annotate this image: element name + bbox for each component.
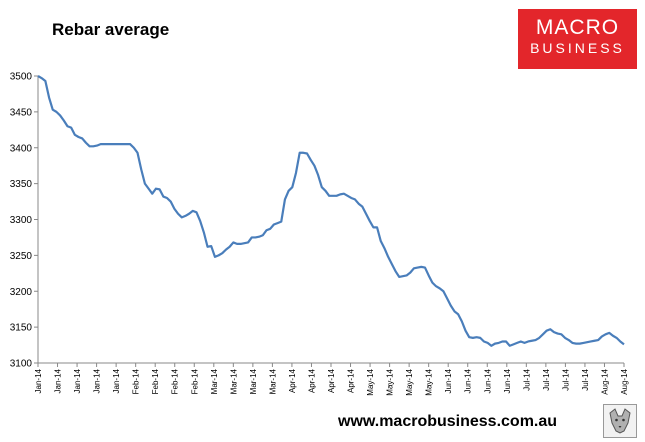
- x-tick-label: May-14: [366, 368, 375, 395]
- x-tick-label: Jun-14: [444, 368, 453, 393]
- y-tick-label: 3450: [10, 107, 33, 118]
- y-tick-label: 3250: [10, 251, 33, 262]
- x-tick-label: Jan-14: [93, 368, 102, 393]
- logo-line-2: BUSINESS: [530, 40, 625, 56]
- y-tick-label: 3300: [10, 215, 33, 226]
- logo-line-1: MACRO: [535, 16, 620, 39]
- x-tick-label: Jan-14: [112, 368, 121, 393]
- x-tick-label: Jan-14: [73, 368, 82, 393]
- y-tick-label: 3400: [10, 143, 33, 154]
- y-axis: 3100 3150 3200 3250 3300 3350 3400 3450 3500: [10, 72, 39, 370]
- line-chart: 3100 3150 3200 3250 3300 3350 3400 3450 3500 Jan…: [10, 72, 629, 396]
- x-tick-label: Aug-14: [600, 368, 609, 394]
- x-tick-label: Jul-14: [561, 368, 570, 390]
- x-tick-label: May-14: [386, 368, 395, 395]
- x-tick-label: Jan-14: [54, 368, 63, 393]
- x-tick-label: Jun-14: [483, 368, 492, 393]
- macrobusiness-logo: MACRO BUSINESS: [518, 9, 637, 69]
- x-tick-label: Jul-14: [542, 368, 551, 390]
- y-tick-label: 3100: [10, 359, 33, 370]
- x-tick-label: Jul-14: [581, 368, 590, 390]
- series-line: [37, 75, 625, 347]
- series-group: [37, 75, 625, 347]
- x-tick-label: Feb-14: [190, 368, 199, 394]
- x-tick-label: Feb-14: [151, 368, 160, 394]
- y-tick-label: 3350: [10, 179, 33, 190]
- x-tick-label: Apr-14: [307, 368, 316, 393]
- x-tick-label: Aug-14: [620, 368, 629, 394]
- x-tick-label: Apr-14: [327, 368, 336, 393]
- x-tick-label: Jun-14: [464, 368, 473, 393]
- x-tick-label: Mar-14: [268, 368, 277, 394]
- chart-title: Rebar average: [52, 20, 170, 39]
- y-tick-label: 3150: [10, 323, 33, 334]
- x-axis: Jan-14 Jan-14 Jan-14 Jan-14 Jan-14 Feb-14 Feb-…: [34, 362, 629, 396]
- x-tick-label: Jun-14: [503, 368, 512, 393]
- x-tick-label: Feb-14: [132, 368, 141, 394]
- x-tick-label: Apr-14: [288, 368, 297, 393]
- x-tick-label: Apr-14: [347, 368, 356, 393]
- website-label: www.macrobusiness.com.au: [338, 413, 558, 430]
- wolf-icon: [603, 404, 637, 438]
- x-tick-label: Feb-14: [171, 368, 180, 394]
- x-tick-label: Mar-14: [210, 368, 219, 394]
- x-tick-label: May-14: [425, 368, 434, 395]
- x-tick-label: Jul-14: [522, 368, 531, 390]
- x-tick-label: Jan-14: [34, 368, 43, 393]
- y-tick-label: 3500: [10, 72, 33, 83]
- x-tick-label: Mar-14: [249, 368, 258, 394]
- x-tick-label: May-14: [405, 368, 414, 395]
- x-tick-label: Mar-14: [229, 368, 238, 394]
- y-tick-label: 3200: [10, 287, 33, 298]
